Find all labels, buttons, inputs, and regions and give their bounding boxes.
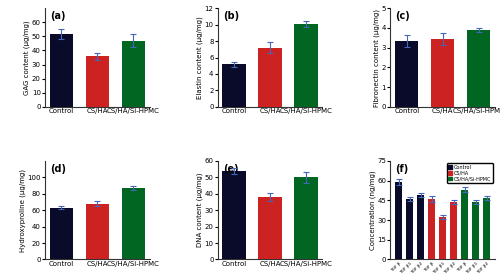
Y-axis label: GAG content (μg/mg): GAG content (μg/mg) [24,20,30,95]
Bar [461,190,468,259]
Bar [431,39,454,107]
Bar [50,208,73,259]
Bar [428,199,436,259]
Bar [258,48,281,107]
Bar [86,56,109,107]
Bar [483,198,490,259]
Text: (d): (d) [50,164,66,174]
Y-axis label: DNA content (μg/mg): DNA content (μg/mg) [196,173,203,248]
Bar [395,41,418,107]
Text: (b): (b) [223,11,239,21]
Text: (c): (c) [396,11,410,21]
Bar [467,30,490,107]
Bar [406,199,413,259]
Bar [450,202,457,259]
Y-axis label: Concentration (ng/mg): Concentration (ng/mg) [370,170,376,250]
Y-axis label: Fibronectin content (μg/mg): Fibronectin content (μg/mg) [374,9,380,107]
Legend: Control, CS/HA, CS/HA/Si-HPMC: Control, CS/HA, CS/HA/Si-HPMC [447,163,492,183]
Bar [417,195,424,259]
Y-axis label: Elastin content (μg/mg): Elastin content (μg/mg) [196,16,203,99]
Bar [50,34,73,107]
Bar [222,171,246,259]
Bar [439,217,446,259]
Bar [472,202,479,259]
Bar [122,188,145,259]
Bar [258,197,281,259]
Text: (a): (a) [50,11,66,21]
Bar [222,64,246,107]
Text: (f): (f) [396,164,409,174]
Y-axis label: Hydroxyproline (μg/mg): Hydroxyproline (μg/mg) [20,169,26,252]
Bar [86,204,109,259]
Bar [395,182,402,259]
Bar [294,24,318,107]
Bar [294,177,318,259]
Text: (e): (e) [223,164,238,174]
Bar [122,41,145,107]
